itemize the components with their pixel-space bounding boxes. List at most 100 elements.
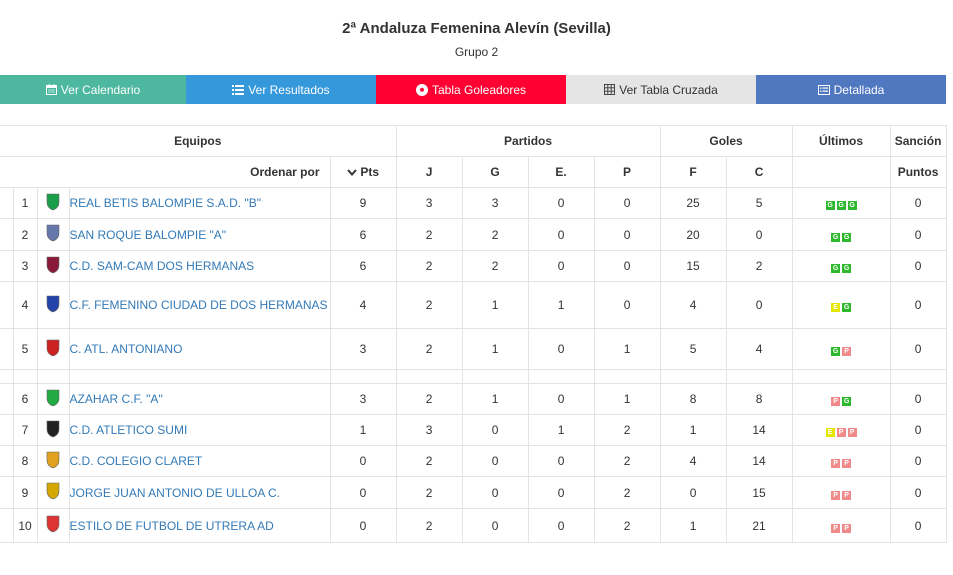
points-cell: 4: [329, 281, 397, 329]
soccer-ball-icon: [415, 83, 428, 96]
row-margin-cell: [0, 218, 14, 251]
goals-against-cell: 15: [725, 476, 793, 509]
won-cell: 2: [461, 250, 529, 282]
points-cell: 6: [329, 250, 397, 282]
result-badge: P: [842, 347, 852, 356]
result-badge: G: [831, 347, 841, 356]
ultimos-subheader: [791, 156, 891, 188]
played-cell: 2: [395, 281, 463, 329]
drawn-cell: 0: [527, 508, 595, 543]
lost-cell: 0: [593, 218, 661, 251]
goals-against-cell: 21: [725, 508, 793, 543]
goals-for-cell: 15: [659, 250, 727, 282]
position-cell: 3: [12, 250, 38, 282]
team-link[interactable]: REAL BETIS BALOMPIE S.A.D. "B": [69, 196, 261, 210]
sanction-points-cell: 0: [889, 476, 947, 509]
team-name-cell: C.F. FEMENINO CIUDAD DE DOS HERMANAS: [68, 281, 331, 329]
row-margin-cell: [0, 383, 14, 415]
table-row: 2 SAN ROQUE BALOMPIE "A" 6 2 2 0 0 20 0 G G 0: [0, 218, 947, 251]
result-badge: G: [825, 201, 835, 210]
team-link[interactable]: C. ATL. ANTONIANO: [69, 342, 183, 356]
played-cell: 3: [395, 187, 463, 219]
sanction-points-cell: 0: [889, 218, 947, 251]
team-name-cell: REAL BETIS BALOMPIE S.A.D. "B": [68, 187, 331, 219]
drawn-cell: 1: [527, 414, 595, 446]
results-button-label: Ver Resultados: [248, 82, 330, 97]
pts-sort-header[interactable]: Pts: [329, 156, 397, 188]
lost-cell: 1: [593, 328, 661, 370]
table-row: 6 AZAHAR C.F. "A" 3 2 1 0 1 8 8 P G 0: [0, 383, 947, 415]
won-cell: 1: [461, 328, 529, 370]
lost-cell: 2: [593, 414, 661, 446]
played-cell: 2: [395, 250, 463, 282]
team-name-cell: C. ATL. ANTONIANO: [68, 328, 331, 370]
row-margin-cell: [0, 250, 14, 282]
scorers-button[interactable]: Tabla Goleadores: [376, 75, 566, 104]
nav-toolbar: Ver Calendario Ver Resultados Tabla Gole…: [0, 75, 946, 104]
team-crest-icon: [46, 389, 60, 406]
g-header: G: [461, 156, 529, 188]
won-cell: 0: [461, 414, 529, 446]
column-header-row: Ordenar por Pts J G E. P F C Puntos: [0, 156, 947, 188]
result-badge: P: [831, 397, 841, 406]
team-crest-icon: [46, 515, 60, 533]
team-link[interactable]: C.D. ATLETICO SUMI: [69, 423, 188, 437]
team-crest-icon: [46, 482, 60, 500]
team-crest-icon: [46, 339, 60, 356]
goals-against-cell: 14: [725, 445, 793, 477]
detailed-button[interactable]: Detallada: [756, 75, 946, 104]
team-name-cell: ESTILO DE FUTBOL DE UTRERA AD: [68, 508, 331, 543]
team-link[interactable]: C.F. FEMENINO CIUDAD DE DOS HERMANAS: [69, 298, 328, 312]
table-row: 10 ESTILO DE FUTBOL DE UTRERA AD 0 2 0 0 2 1 21 P…: [0, 508, 947, 543]
goals-against-cell: 2: [725, 250, 793, 282]
calendar-button[interactable]: Ver Calendario: [0, 75, 186, 104]
position-cell: 2: [12, 218, 38, 251]
goals-for-cell: 0: [659, 476, 727, 509]
table-row: 3 C.D. SAM-CAM DOS HERMANAS 6 2 2 0 0 15 2 G G 0: [0, 250, 947, 282]
grid-icon: [604, 84, 616, 95]
lost-cell: 2: [593, 508, 661, 543]
result-badge: G: [842, 232, 852, 242]
team-link[interactable]: JORGE JUAN ANTONIO DE ULLOA C.: [69, 485, 281, 500]
team-link[interactable]: C.D. COLEGIO CLARET: [69, 454, 203, 468]
result-badge: G: [842, 303, 852, 312]
calendar-button-label: Ver Calendario: [60, 82, 141, 97]
goals-against-cell: 5: [725, 187, 793, 219]
lost-cell: 2: [593, 445, 661, 477]
crest-cell: [36, 476, 70, 509]
sanction-points-cell: 0: [889, 187, 947, 219]
team-name-cell: SAN ROQUE BALOMPIE "A": [68, 218, 331, 251]
group-subtitle: Grupo 2: [454, 45, 499, 59]
goals-against-cell: 0: [725, 218, 793, 251]
team-crest-icon: [46, 420, 60, 437]
won-cell: 0: [461, 508, 529, 543]
table-row: 8 C.D. COLEGIO CLARET 0 2 0 0 2 4 14 P P 0: [0, 445, 947, 477]
result-badge: P: [847, 428, 857, 437]
crest-cell: [36, 281, 70, 329]
goals-against-cell: 4: [725, 328, 793, 370]
team-link[interactable]: SAN ROQUE BALOMPIE "A": [69, 227, 227, 242]
cross-table-button[interactable]: Ver Tabla Cruzada: [566, 75, 756, 104]
result-badge: P: [842, 490, 852, 500]
crest-cell: [36, 383, 70, 415]
team-link[interactable]: C.D. SAM-CAM DOS HERMANAS: [69, 259, 255, 273]
points-cell: 0: [329, 445, 397, 477]
goals-against-cell: 14: [725, 414, 793, 446]
results-button[interactable]: Ver Resultados: [186, 75, 376, 104]
table-row: 4 C.F. FEMENINO CIUDAD DE DOS HERMANAS 4 2 1…: [0, 281, 947, 329]
sanction-points-cell: 0: [889, 445, 947, 477]
spacer-cell: [0, 369, 14, 384]
sanction-points-cell: 0: [889, 508, 947, 543]
team-name-cell: C.D. COLEGIO CLARET: [68, 445, 331, 477]
team-link[interactable]: ESTILO DE FUTBOL DE UTRERA AD: [69, 518, 274, 533]
team-link[interactable]: AZAHAR C.F. "A": [69, 392, 163, 406]
